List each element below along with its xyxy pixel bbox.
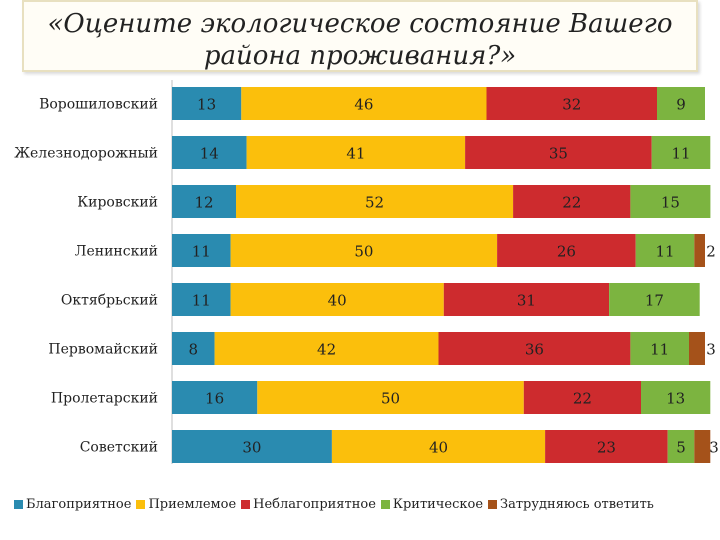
chart-legend: Благоприятное Приемлемое Неблагоприятное Кр… xyxy=(14,497,714,512)
bar-segment xyxy=(331,430,546,463)
bar-segment xyxy=(651,136,711,169)
category-label: Пролетарский xyxy=(51,391,158,407)
data-label: 50 xyxy=(354,243,373,261)
data-label: 9 xyxy=(676,96,686,114)
bar-segment xyxy=(641,381,711,414)
bar-segment xyxy=(657,87,705,120)
bar-segment xyxy=(172,87,242,120)
data-label: 11 xyxy=(192,243,211,261)
data-label: 40 xyxy=(328,292,347,310)
data-label: 13 xyxy=(666,390,685,408)
bar-segment xyxy=(609,283,700,316)
chart-title-line-1: «Оцените экологическое состояние Вашего xyxy=(47,9,673,39)
legend-swatch xyxy=(380,500,390,509)
data-label: 11 xyxy=(650,341,669,359)
legend-label: Критическое xyxy=(392,497,484,512)
legend-swatch xyxy=(14,500,23,509)
bar-segment xyxy=(214,332,439,365)
data-label: 15 xyxy=(661,194,680,212)
bar-segment xyxy=(443,283,609,316)
data-label: 36 xyxy=(525,341,544,359)
bar-segment xyxy=(635,234,695,267)
bar-segment xyxy=(230,234,498,267)
legend-item: Неблагоприятное xyxy=(241,497,376,512)
data-label: 30 xyxy=(242,439,261,457)
data-label: 13 xyxy=(197,96,216,114)
category-label: Железнодорожный xyxy=(14,146,158,162)
bar-segment xyxy=(172,283,231,316)
data-label: 2 xyxy=(706,243,716,261)
data-label: 11 xyxy=(192,292,211,310)
data-label: 35 xyxy=(549,145,568,163)
data-label: 17 xyxy=(645,292,664,310)
title-box: «Оцените экологическое состояние Вашего … xyxy=(22,0,698,72)
bar-segment xyxy=(667,430,695,463)
bar-segment xyxy=(236,185,514,218)
legend-item: Благоприятное xyxy=(14,497,131,512)
bar-segment xyxy=(465,136,652,169)
data-label: 26 xyxy=(557,243,576,261)
data-label: 50 xyxy=(381,390,400,408)
category-label: Ворошиловский xyxy=(39,97,158,113)
bar-segment xyxy=(513,185,631,218)
data-label: 22 xyxy=(562,194,581,212)
category-label: Ленинский xyxy=(75,244,158,260)
bar-segment xyxy=(246,136,466,169)
legend-swatch xyxy=(241,500,251,509)
chart-title-line-2: района проживания?» xyxy=(203,41,517,71)
legend-swatch xyxy=(136,500,146,509)
bar-segment xyxy=(172,332,215,365)
data-label: 31 xyxy=(517,292,536,310)
data-label: 11 xyxy=(655,243,674,261)
bar-segment xyxy=(230,283,444,316)
legend-label: Затрудняюсь ответить xyxy=(500,497,654,512)
bar-segment xyxy=(172,185,236,218)
data-label: 40 xyxy=(429,439,448,457)
bar-segment xyxy=(694,234,705,267)
data-label: 16 xyxy=(205,390,224,408)
legend-item: Приемлемое xyxy=(136,497,236,512)
category-label: Кировский xyxy=(77,195,158,211)
category-label: Первомайский xyxy=(48,342,158,358)
legend-item: Затрудняюсь ответить xyxy=(488,497,654,512)
data-label: 14 xyxy=(200,145,219,163)
data-label: 41 xyxy=(346,145,365,163)
data-label: 32 xyxy=(562,96,581,114)
bar-segment xyxy=(523,381,642,414)
legend-label: Приемлемое xyxy=(148,497,237,512)
legend-item: Критическое xyxy=(380,497,484,512)
legend-swatch xyxy=(488,500,498,509)
bar-segment xyxy=(694,430,711,463)
data-label: 3 xyxy=(709,439,719,457)
bar-segment xyxy=(257,381,524,414)
bar-segment xyxy=(497,234,636,267)
chart-title: «Оцените экологическое состояние Вашего … xyxy=(24,8,696,72)
data-label: 42 xyxy=(317,341,336,359)
bar-segment xyxy=(172,136,247,169)
category-label: Советский xyxy=(80,440,158,456)
bar-segment xyxy=(545,430,668,463)
bar-segment xyxy=(172,234,231,267)
legend-label: Неблагоприятное xyxy=(253,497,376,512)
bar-segment xyxy=(241,87,487,120)
bar-segment xyxy=(172,381,258,414)
data-label: 3 xyxy=(706,341,716,359)
legend-label: Благоприятное xyxy=(26,497,132,512)
data-label: 12 xyxy=(194,194,213,212)
bar-segment xyxy=(689,332,705,365)
category-label: Октябрьский xyxy=(61,293,158,309)
data-label: 5 xyxy=(676,439,686,457)
data-label: 8 xyxy=(189,341,199,359)
bar-segment xyxy=(630,185,711,218)
bar-segment xyxy=(172,430,332,463)
data-label: 11 xyxy=(671,145,690,163)
bar-segment xyxy=(438,332,631,365)
bar-segment xyxy=(630,332,689,365)
data-label: 46 xyxy=(354,96,373,114)
data-label: 52 xyxy=(365,194,384,212)
bar-segment xyxy=(486,87,658,120)
data-label: 22 xyxy=(573,390,592,408)
data-label: 23 xyxy=(597,439,616,457)
